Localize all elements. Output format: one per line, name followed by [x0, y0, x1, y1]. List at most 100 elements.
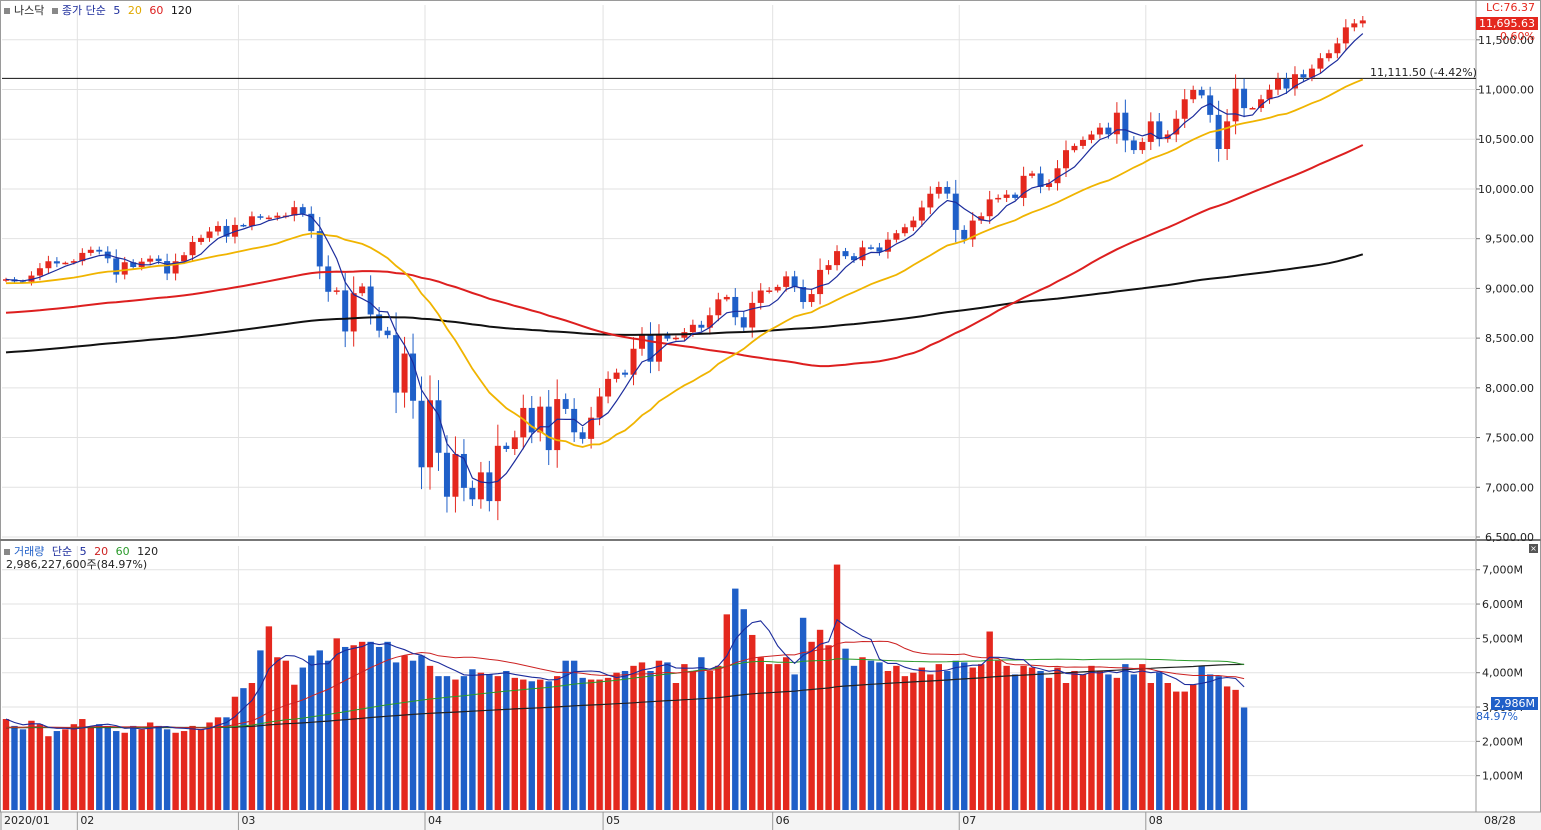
volume-bar: [1037, 670, 1044, 810]
candle-body: [664, 334, 671, 339]
candle-body: [393, 335, 400, 393]
volume-bar: [358, 641, 366, 810]
candle-body: [927, 193, 934, 208]
volume-bar: [587, 679, 595, 810]
candle-body: [757, 290, 764, 303]
price-tick-label: 11,000.00: [1478, 84, 1534, 97]
volume-bar: [308, 655, 315, 810]
candle-body: [1071, 145, 1078, 151]
candle-body: [1308, 68, 1315, 78]
candle-body: [443, 452, 450, 497]
volume-bar: [689, 670, 697, 810]
candle-body: [800, 287, 807, 303]
price-legend: 나스닥 종가 단순 5 20 60 120: [4, 2, 196, 18]
price-tick-label: 9,000.00: [1485, 282, 1534, 295]
candle-body: [28, 275, 35, 282]
volume-bar: [197, 729, 205, 810]
volume-bar: [460, 676, 468, 810]
candle-body: [62, 262, 69, 265]
volume-bar: [1096, 670, 1104, 810]
volume-bar: [1003, 665, 1010, 810]
volume-bar: [274, 657, 281, 810]
volume-bar: [994, 660, 1002, 810]
candle-body: [1300, 74, 1307, 78]
panel-close-icon[interactable]: ×: [1529, 544, 1538, 553]
volume-bar: [2, 719, 10, 810]
volume-bar: [1045, 677, 1053, 810]
current-volume-pct: 84.97%: [1476, 710, 1518, 723]
x-tick-label: 07: [962, 814, 976, 827]
volume-ma-5: 5: [79, 545, 87, 558]
volume-bar: [850, 665, 858, 810]
candle-body: [978, 216, 985, 221]
volume-bar: [1062, 683, 1070, 810]
candle-body: [817, 269, 824, 295]
volume-bar: [1054, 667, 1061, 810]
volume-bar: [596, 679, 603, 810]
candle-body: [36, 268, 43, 276]
volume-bar: [231, 696, 239, 810]
volume-bar: [511, 677, 518, 810]
volume-ma-120: 120: [137, 545, 159, 558]
candle-body: [740, 317, 747, 328]
candle-body: [969, 220, 976, 240]
volume-bar: [570, 660, 578, 810]
volume-bar: [87, 727, 94, 810]
volume-bar: [1215, 676, 1222, 810]
volume-ma-5-line: [5, 618, 1245, 731]
candle-body: [198, 237, 205, 242]
candle-body: [181, 255, 188, 262]
volume-bar: [36, 724, 44, 810]
candle-body: [206, 231, 213, 238]
price-tick-label: 6,500.00: [1485, 531, 1534, 544]
volume-bar: [579, 677, 586, 810]
candle-body: [859, 247, 866, 261]
legend-square-icon: [4, 549, 10, 555]
current-volume-readout: 2,986,227,600주(84.97%): [6, 558, 148, 571]
candle-body: [350, 293, 357, 332]
volume-bar: [604, 677, 612, 810]
volume-bar: [893, 665, 900, 810]
volume-bar: [435, 676, 442, 810]
candle-body: [257, 216, 264, 218]
candle-body: [1181, 99, 1188, 119]
volume-bar: [554, 676, 561, 810]
candle-body: [70, 261, 77, 263]
volume-bar: [910, 672, 917, 810]
candle-body: [554, 399, 561, 451]
volume-bar: [901, 676, 909, 810]
candle-body: [1207, 95, 1214, 115]
volume-bar: [1011, 674, 1019, 810]
volume-bar: [621, 670, 629, 810]
volume-bar: [45, 736, 52, 810]
candle-body: [1029, 173, 1036, 176]
candle-body: [469, 487, 476, 500]
candle-body: [935, 186, 942, 194]
volume-bar: [189, 725, 196, 810]
volume-label: 거래량: [14, 545, 45, 558]
current-price-tag: 11,695.63: [1476, 17, 1538, 30]
volume-bar: [884, 670, 892, 810]
volume-bar: [1181, 691, 1188, 810]
volume-bar: [1232, 689, 1239, 810]
volume-tick-label: 4,000M: [1482, 667, 1523, 680]
volume-bar: [214, 717, 222, 810]
volume-bar: [842, 648, 849, 810]
candle-body: [87, 249, 94, 253]
candle-body: [706, 315, 713, 328]
volume-bar: [418, 655, 425, 810]
candle-body: [1003, 194, 1010, 198]
candle-body: [1147, 121, 1154, 142]
candle-body: [1020, 175, 1027, 198]
volume-bar: [375, 646, 383, 810]
candle-body: [901, 227, 908, 234]
x-tick-label: 03: [241, 814, 255, 827]
volume-bar: [163, 729, 171, 810]
candle-body: [605, 378, 612, 397]
candle-body: [613, 372, 620, 379]
candle-body: [1275, 78, 1281, 90]
volume-bar: [494, 676, 502, 810]
candle-body: [1079, 139, 1086, 146]
volume-bar: [638, 662, 646, 810]
